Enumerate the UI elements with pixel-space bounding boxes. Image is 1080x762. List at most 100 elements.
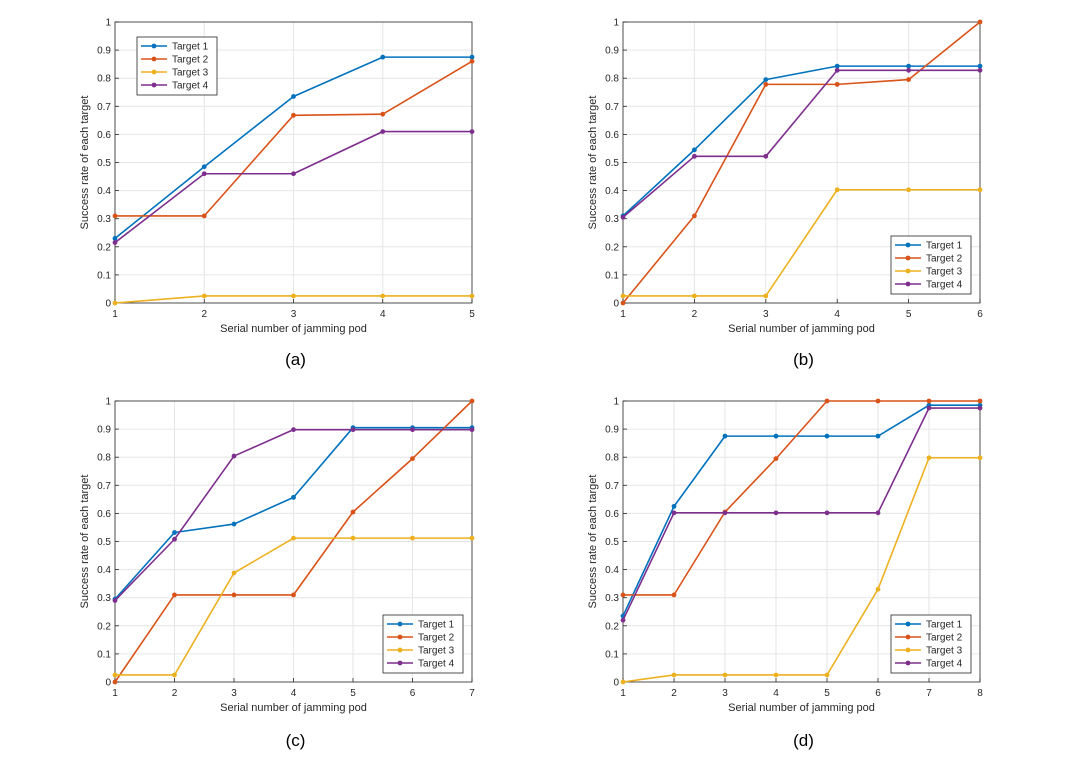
data-point [875,398,881,404]
data-point [380,129,386,134]
chart-panel-b: 0 0.1 0.2 0.3 0.4 0.5 0.6 0.7 0.8 0.9 1 1 2 3 4 5 6 Seria… [587,18,983,370]
y-tick-label: 0.5 [97,158,111,169]
y-tick-label: 0.3 [605,214,619,225]
y-tick-label: 0 [105,678,111,689]
y-tick-label: 0.2 [97,242,111,253]
legend-marker [905,242,911,248]
y-tick-label: 0.9 [605,425,619,436]
x-tick-label: 1 [112,688,118,699]
x-tick-label: 4 [380,309,386,320]
data-point [977,455,983,461]
data-point [834,81,840,87]
y-tick-label: 0.5 [97,537,111,548]
y-tick-label: 0.8 [97,453,111,464]
y-tick-label: 0.1 [605,270,619,281]
data-point [172,672,177,678]
x-tick-label: 2 [671,688,677,699]
data-point [620,300,626,306]
series-line-target-4 [622,69,980,218]
data-point [112,300,118,306]
y-tick-label: 1 [613,397,619,408]
data-point [469,129,475,134]
panel-caption: (c) [286,731,306,750]
y-tick-label: 0.7 [605,481,619,492]
data-point [763,153,769,159]
y-tick-label: 0 [105,299,111,310]
y-tick-label: 0.4 [97,186,111,197]
data-point [906,77,911,83]
data-point [671,510,677,516]
series-line-target-3 [622,456,980,683]
data-point [773,456,779,462]
legend-label: Target 1 [926,620,963,631]
legend-label: Target 3 [418,646,455,657]
data-point [201,164,207,170]
data-point [722,510,728,516]
data-point [380,293,386,299]
y-axis-label: Success rate of each target [587,96,599,230]
x-tick-label: 1 [620,688,626,699]
data-point [834,187,840,193]
data-point [906,67,911,73]
data-point [926,455,932,461]
data-point [350,509,356,515]
y-tick-label: 1 [105,18,111,29]
data-point [977,19,983,25]
y-tick-label: 0.4 [605,565,619,576]
y-tick-label: 0.8 [605,74,619,85]
legend-marker [397,634,403,640]
data-point [291,171,296,177]
data-point [469,293,475,299]
legend: Target 1 Target 2 Target 3 Target 4 [890,235,972,295]
data-point [926,398,932,404]
y-tick-label: 0.6 [97,130,111,141]
legend-marker [905,281,911,287]
data-point [350,535,356,541]
data-point [469,58,475,64]
y-tick-label: 0.7 [97,481,111,492]
data-point [112,598,118,603]
data-point [824,433,830,439]
data-point [291,293,296,299]
data-point [773,433,779,439]
x-tick-label: 2 [201,309,207,320]
y-tick-label: 0 [613,678,619,689]
legend-label: Target 3 [926,267,963,278]
data-point [380,111,386,117]
data-point [291,112,296,118]
legend-marker [905,660,911,666]
data-point [291,427,296,433]
legend-label: Target 4 [926,280,963,291]
data-point [469,535,475,541]
y-tick-label: 1 [105,397,111,408]
y-tick-label: 0 [613,299,619,310]
y-tick-label: 0.4 [97,565,111,576]
data-point [380,54,386,60]
legend-label: Target 3 [172,68,209,79]
data-point [469,398,475,404]
y-tick-label: 0.3 [605,593,619,604]
y-tick-label: 0.8 [605,453,619,464]
legend-marker [905,268,911,274]
y-tick-label: 0.6 [605,509,619,520]
chart-panel-a: 0 0.1 0.2 0.3 0.4 0.5 0.6 0.7 0.8 0.9 1 1 2 3 4 5 Serial… [79,18,475,370]
data-point [201,171,207,177]
data-point [763,293,769,299]
data-point [201,213,207,219]
x-tick-label: 5 [824,688,830,699]
series-line-target-3 [623,188,980,297]
y-tick-label: 0.5 [605,158,619,169]
data-point [773,510,779,516]
legend-label: Target 4 [172,81,209,92]
data-point [671,503,677,509]
legend-marker [905,255,911,261]
legend: Target 1 Target 2 Target 3 Target 4 [136,36,218,96]
data-point [977,187,983,193]
y-tick-label: 0.2 [605,621,619,632]
data-point [824,672,830,678]
data-point [824,510,830,516]
x-tick-label: 5 [906,309,912,320]
y-tick-label: 0.3 [97,593,111,604]
data-point [469,427,475,433]
